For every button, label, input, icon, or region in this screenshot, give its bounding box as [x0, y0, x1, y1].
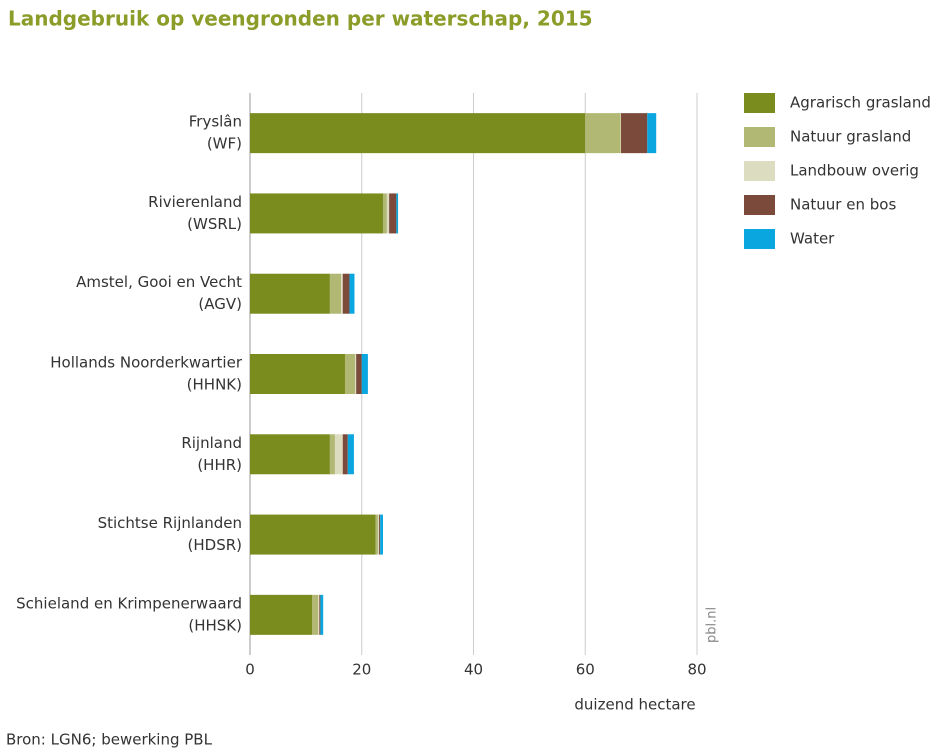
legend-swatch: [744, 93, 775, 113]
y-tick-label: Fryslân: [189, 113, 242, 131]
x-axis-label: duizend hectare: [574, 696, 695, 714]
y-tick-label: (HHR): [197, 456, 242, 474]
legend-label: Water: [790, 230, 835, 248]
bar-segment: [349, 273, 355, 314]
legend-swatch: [744, 195, 775, 215]
legend-label: Agrarisch grasland: [790, 94, 931, 112]
y-tick-label: (WSRL): [187, 215, 242, 233]
legend-label: Natuur en bos: [790, 196, 896, 214]
bar-segment: [361, 354, 368, 394]
y-tick-label: Hollands Noorderkwartier: [50, 354, 243, 372]
x-tick-label: 40: [464, 661, 483, 679]
legend-swatch: [744, 229, 775, 249]
y-tick-label: Schieland en Krimpenerwaard: [16, 594, 242, 612]
bar-segment: [318, 594, 320, 635]
y-tick-label: (HHNK): [187, 376, 242, 394]
bar-segment: [250, 113, 586, 154]
bar-segment: [620, 113, 622, 154]
bar-segment: [341, 273, 343, 314]
bar-segment: [250, 193, 383, 234]
bar-segment: [329, 273, 342, 314]
bar-segment: [356, 354, 362, 394]
bar-segment: [379, 514, 381, 555]
x-tick-label: 80: [687, 661, 706, 679]
bar-segment: [334, 434, 343, 475]
bar-segment: [647, 113, 657, 154]
bar-segment: [375, 514, 378, 555]
y-tick-label: (HHSK): [188, 616, 242, 634]
bar-segment: [250, 354, 345, 394]
bar-segment: [320, 594, 324, 635]
bar-segment: [621, 113, 648, 154]
bar-segment: [585, 113, 621, 154]
bar-segment: [355, 354, 357, 394]
bar-segment: [250, 273, 330, 314]
bar-segment: [344, 354, 356, 394]
bar-segment: [377, 514, 380, 555]
y-tick-label: (AGV): [198, 295, 242, 313]
x-tick-label: 0: [245, 661, 255, 679]
bar-segment: [250, 594, 313, 635]
source: Bron: LGN6; bewerking PBL: [6, 731, 213, 749]
x-tick-label: 20: [352, 661, 371, 679]
bar-segment: [386, 193, 390, 234]
legend-swatch: [744, 127, 775, 147]
bar-segment: [319, 594, 321, 635]
bar-segment: [342, 434, 348, 475]
bar-segment: [329, 434, 335, 475]
x-tick-label: 60: [576, 661, 595, 679]
y-tick-label: Stichtse Rijnlanden: [98, 514, 242, 532]
bar-segment: [347, 434, 354, 475]
bar-segment: [380, 514, 383, 555]
bar-segment: [250, 514, 376, 555]
y-tick-label: Rivierenland: [148, 193, 242, 211]
legend-label: Natuur grasland: [790, 128, 911, 146]
y-tick-label: Amstel, Gooi en Vecht: [76, 273, 242, 291]
bar-segment: [396, 193, 399, 234]
chart-title: Landgebruik op veengronden per waterscha…: [8, 7, 593, 31]
bar-segment: [389, 193, 397, 234]
bar-segment: [312, 594, 319, 635]
y-tick-label: Rijnland: [181, 434, 242, 452]
y-tick-label: (WF): [207, 135, 242, 153]
legend-swatch: [744, 161, 775, 181]
legend-label: Landbouw overig: [790, 162, 919, 180]
bar-segment: [250, 434, 330, 475]
bar-segment: [342, 273, 350, 314]
bar-segment: [382, 193, 387, 234]
y-tick-label: (HDSR): [188, 536, 242, 554]
watermark: pbl.nl: [705, 607, 720, 643]
